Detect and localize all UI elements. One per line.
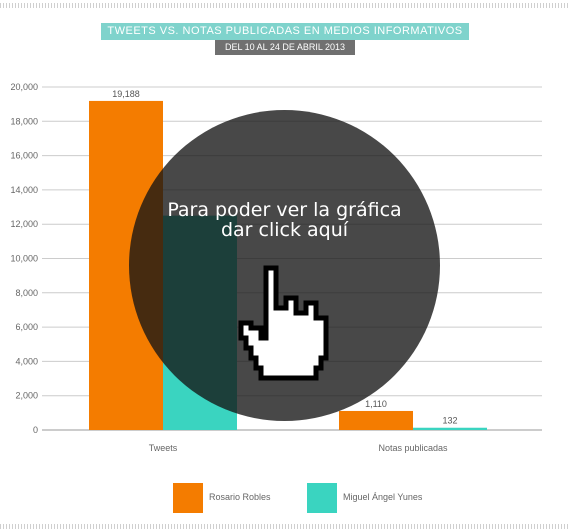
pointer-hand-icon <box>238 265 329 381</box>
overlay-line-1: Para poder ver la gráfica <box>167 199 402 221</box>
y-tick-label: 18,000 <box>10 116 38 126</box>
y-tick-label: 12,000 <box>10 219 38 229</box>
legend-label-miguel: Miguel Ángel Yunes <box>343 492 423 502</box>
click-to-view-overlay[interactable]: Para poder ver la gráfica dar click aquí <box>129 110 440 421</box>
overlay-message: Para poder ver la gráfica dar click aquí <box>129 200 440 240</box>
y-tick-label: 6,000 <box>15 322 38 332</box>
chart-title: TWEETS VS. NOTAS PUBLICADAS EN MEDIOS IN… <box>101 23 469 40</box>
legend: Rosario Robles Miguel Ángel Yunes <box>0 483 570 513</box>
y-tick-label: 14,000 <box>10 185 38 195</box>
data-label: 132 <box>442 416 457 426</box>
chart-subtitle: DEL 10 AL 24 DE ABRIL 2013 <box>214 40 356 55</box>
legend-swatch-miguel <box>307 483 337 513</box>
y-tick-label: 0 <box>33 425 38 435</box>
y-tick-label: 20,000 <box>10 82 38 92</box>
overlay-line-2: dar click aquí <box>220 219 349 241</box>
bottom-border <box>0 524 570 529</box>
legend-swatch-rosario <box>173 483 203 513</box>
category-label: Notas publicadas <box>378 443 448 453</box>
y-tick-label: 8,000 <box>15 288 38 298</box>
y-tick-label: 4,000 <box>15 356 38 366</box>
category-labels: Tweets Notas publicadas <box>149 443 448 453</box>
data-label: 19,188 <box>112 89 140 99</box>
bar <box>339 410 413 430</box>
category-label: Tweets <box>149 443 178 453</box>
data-label: 1,110 <box>365 399 387 409</box>
y-axis-ticks: 0 2,000 4,000 6,000 8,000 10,000 12,000 14,000 1… <box>10 82 38 435</box>
y-tick-label: 16,000 <box>10 151 38 161</box>
top-border <box>0 3 570 8</box>
data-labels: 19,188 1,110 132 <box>112 89 457 426</box>
legend-label-rosario: Rosario Robles <box>209 492 271 502</box>
y-tick-label: 2,000 <box>15 391 38 401</box>
y-tick-label: 10,000 <box>10 254 38 264</box>
bar <box>413 427 487 430</box>
